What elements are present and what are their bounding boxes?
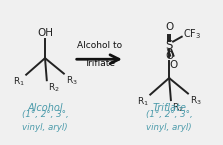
Text: S: S	[165, 39, 173, 52]
Text: R$_3$: R$_3$	[190, 95, 202, 107]
Text: R$_1$: R$_1$	[12, 76, 24, 88]
Text: R$_3$: R$_3$	[66, 75, 77, 87]
Text: R$_2$: R$_2$	[172, 101, 184, 114]
Text: Triflate: Triflate	[84, 59, 115, 68]
Text: R$_1$: R$_1$	[137, 96, 149, 108]
Text: OH: OH	[37, 28, 53, 38]
Text: R$_2$: R$_2$	[48, 81, 60, 94]
Text: CF$_3$: CF$_3$	[183, 28, 202, 41]
Text: Triflate: Triflate	[152, 103, 186, 113]
Text: Alcohol to: Alcohol to	[77, 41, 122, 50]
Text: O: O	[165, 22, 173, 32]
Text: O: O	[165, 51, 173, 61]
Text: (1°, 2°, 3°,
vinyl, aryl): (1°, 2°, 3°, vinyl, aryl)	[146, 110, 192, 132]
Text: O: O	[169, 60, 178, 70]
Text: Alcohol: Alcohol	[27, 103, 63, 113]
Text: (1°, 2°, 3°,
vinyl, aryl): (1°, 2°, 3°, vinyl, aryl)	[22, 110, 68, 132]
